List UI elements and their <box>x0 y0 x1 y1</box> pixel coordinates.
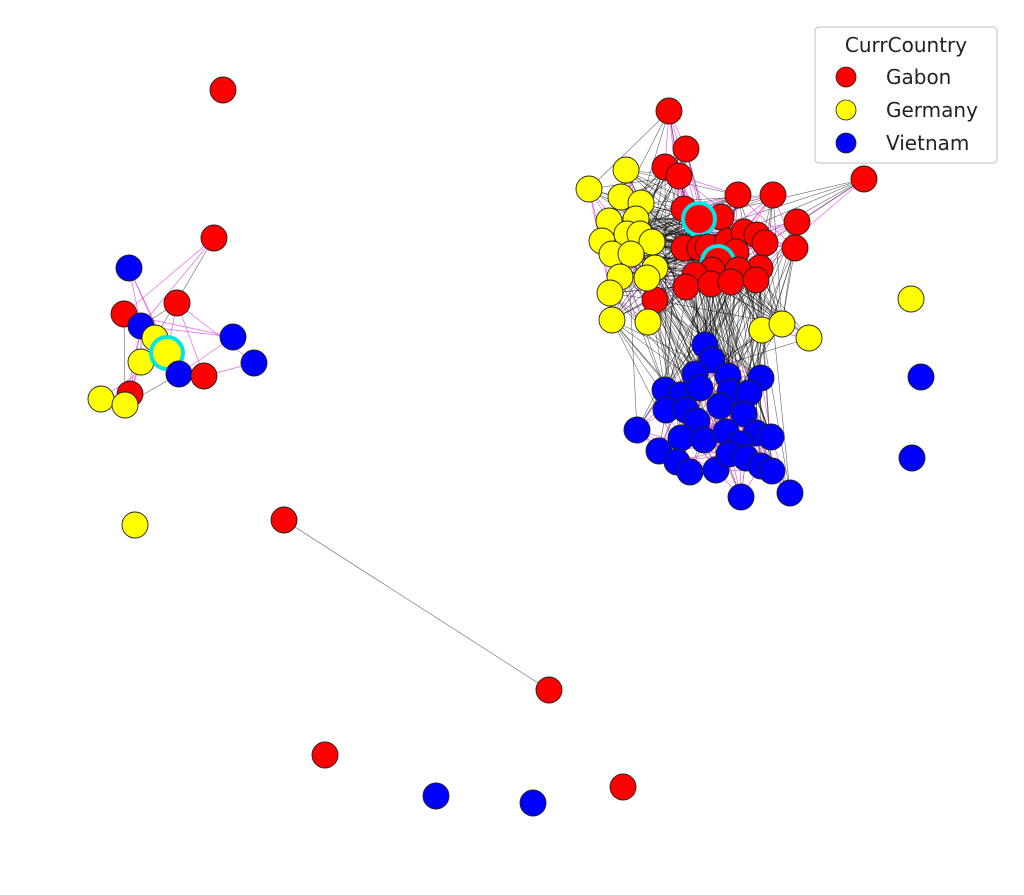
graph-edge <box>772 194 783 325</box>
graph-node <box>795 324 823 352</box>
graph-node <box>612 156 640 184</box>
graph-edge <box>711 269 772 438</box>
graph-node <box>219 323 247 351</box>
graph-node <box>717 268 745 296</box>
graph-nodes <box>87 76 935 817</box>
graph-node <box>165 360 193 388</box>
graph-node <box>623 416 651 444</box>
graph-node <box>781 234 809 262</box>
graph-node <box>655 97 683 125</box>
graph-node <box>633 264 661 292</box>
graph-edge <box>730 281 810 339</box>
graph-node <box>240 349 268 377</box>
graph-node <box>742 266 770 294</box>
graph-node <box>115 254 143 282</box>
legend-label-germany: Germany <box>886 98 978 122</box>
graph-node <box>724 181 752 209</box>
legend-marker-gabon <box>835 66 857 88</box>
graph-node <box>200 224 228 252</box>
graph-node <box>727 483 755 511</box>
graph-node <box>270 506 298 534</box>
graph-node <box>190 362 218 390</box>
graph-node <box>209 76 237 104</box>
graph-node <box>535 676 563 704</box>
graph-node <box>768 310 796 338</box>
graph-node <box>751 229 779 257</box>
graph-node <box>598 306 626 334</box>
graph-node <box>676 458 704 486</box>
graph-node <box>757 423 785 451</box>
graph-edge <box>664 166 667 411</box>
graph-node <box>850 165 878 193</box>
graph-edge <box>640 110 670 204</box>
graph-node <box>163 289 191 317</box>
graph-edge <box>764 242 783 325</box>
graph-node <box>311 741 339 769</box>
graph-edge <box>761 329 791 494</box>
graph-edge <box>755 267 761 434</box>
graph-node <box>111 391 139 419</box>
legend-marker-vietnam <box>835 132 857 154</box>
graph-node <box>422 782 450 810</box>
graph-edge <box>626 178 865 235</box>
graph-node <box>596 279 624 307</box>
graph-node <box>634 308 662 336</box>
graph-node <box>758 457 786 485</box>
graph-node <box>759 181 787 209</box>
graph-node-highlighted <box>681 201 717 237</box>
graph-edge <box>696 221 798 422</box>
legend-label-gabon: Gabon <box>886 65 951 89</box>
graph-node <box>665 162 693 190</box>
graph-edge <box>640 194 774 204</box>
graph-edge <box>140 237 215 327</box>
legend-marker-germany <box>835 99 857 121</box>
graph-node <box>897 285 925 313</box>
graph-edge <box>764 242 791 494</box>
legend-label-vietnam: Vietnam <box>886 131 969 155</box>
graph-node <box>898 444 926 472</box>
legend: CurrCountry Gabon Germany Vietnam <box>814 26 998 164</box>
graph-node <box>686 374 714 402</box>
graph-node <box>519 789 547 817</box>
graph-node <box>609 773 637 801</box>
graph-node <box>87 385 115 413</box>
graph-edge <box>704 279 757 346</box>
graph-node <box>706 392 734 420</box>
graph-edge <box>154 237 215 339</box>
graph-edge <box>123 237 215 315</box>
graph-edge <box>588 110 670 190</box>
legend-frame <box>814 26 998 164</box>
legend-title: CurrCountry <box>845 33 967 57</box>
graph-node <box>672 135 700 163</box>
graph-node <box>776 479 804 507</box>
graph-node <box>783 208 811 236</box>
graph-node <box>121 511 149 539</box>
graph-edge <box>283 519 550 691</box>
graph-node <box>907 363 935 391</box>
graph-node <box>575 175 603 203</box>
graph-node <box>667 424 695 452</box>
graph-node <box>617 240 645 268</box>
graph-node <box>672 273 700 301</box>
